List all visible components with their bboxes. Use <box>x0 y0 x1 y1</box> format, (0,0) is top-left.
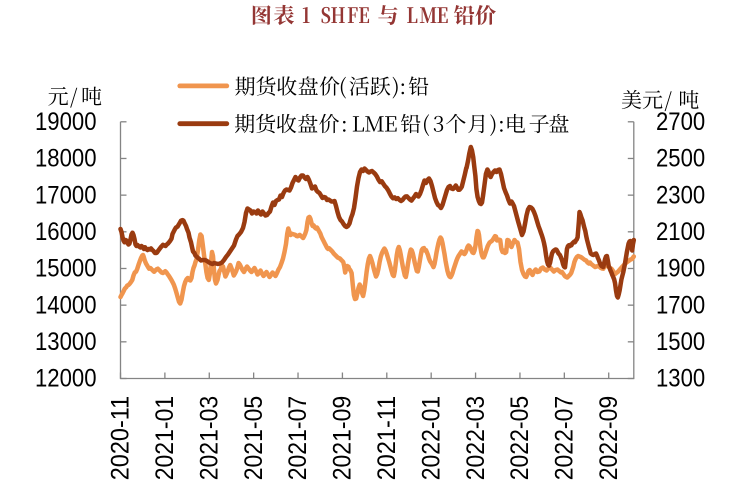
svg-text:2022-01: 2022-01 <box>418 396 445 481</box>
svg-text:19000: 19000 <box>35 109 97 136</box>
svg-text:2021-07: 2021-07 <box>285 396 312 481</box>
svg-text:2022-09: 2022-09 <box>596 396 623 481</box>
svg-text:17000: 17000 <box>35 182 97 209</box>
svg-text:2021-11: 2021-11 <box>374 396 401 481</box>
svg-text:1900: 1900 <box>656 256 705 283</box>
svg-text:15000: 15000 <box>35 256 97 283</box>
svg-text:2022-05: 2022-05 <box>507 396 534 481</box>
svg-text:2021-05: 2021-05 <box>241 396 268 481</box>
svg-text:2022-07: 2022-07 <box>552 396 579 481</box>
svg-text:2300: 2300 <box>656 182 705 209</box>
svg-text:2021-09: 2021-09 <box>330 396 357 481</box>
svg-text:16000: 16000 <box>35 219 97 246</box>
svg-text:2022-03: 2022-03 <box>463 396 490 481</box>
svg-text:14000: 14000 <box>35 292 97 319</box>
svg-text:2700: 2700 <box>656 109 705 136</box>
svg-text:12000: 12000 <box>35 366 97 393</box>
svg-text:2100: 2100 <box>656 219 705 246</box>
svg-text:2500: 2500 <box>656 146 705 173</box>
svg-text:13000: 13000 <box>35 329 97 356</box>
svg-text:2020-11: 2020-11 <box>108 396 135 481</box>
svg-text:2021-01: 2021-01 <box>152 396 179 481</box>
svg-text:1500: 1500 <box>656 329 705 356</box>
svg-text:1700: 1700 <box>656 292 705 319</box>
svg-text:1300: 1300 <box>656 366 705 393</box>
svg-text:18000: 18000 <box>35 146 97 173</box>
svg-text:2021-03: 2021-03 <box>197 396 224 481</box>
